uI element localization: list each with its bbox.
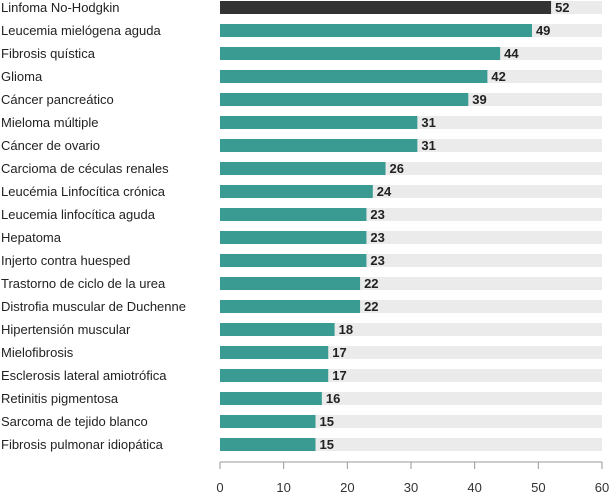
data-label: 15 bbox=[320, 437, 334, 452]
x-tick-label: 30 bbox=[404, 480, 418, 495]
bar-row: Sarcoma de tejido blanco 15 bbox=[1, 414, 602, 429]
bar bbox=[220, 185, 373, 198]
bar bbox=[220, 277, 361, 290]
bar-row: Retinitis pigmentosa 16 bbox=[1, 391, 602, 406]
bar-row: Carcioma de céculas renales 26 bbox=[1, 161, 602, 176]
bar bbox=[220, 254, 367, 267]
x-tick-label: 50 bbox=[531, 480, 545, 495]
bar-row: Mieloma múltiple 31 bbox=[1, 115, 602, 130]
category-label: Mieloma múltiple bbox=[1, 115, 99, 130]
data-label: 42 bbox=[491, 69, 505, 84]
bar bbox=[220, 392, 322, 405]
bar-row: Fibrosis pulmonar idiopática 15 bbox=[1, 437, 602, 452]
bar bbox=[220, 438, 316, 451]
bar bbox=[220, 300, 361, 313]
category-label: Hipertensión muscular bbox=[1, 322, 131, 337]
bar bbox=[220, 208, 367, 221]
category-label: Linfoma No-Hodgkin bbox=[1, 0, 120, 15]
data-label: 26 bbox=[390, 161, 404, 176]
data-label: 31 bbox=[421, 115, 435, 130]
category-label: Injerto contra huesped bbox=[1, 253, 130, 268]
category-label: Cáncer de ovario bbox=[1, 138, 100, 153]
category-label: Carcioma de céculas renales bbox=[1, 161, 169, 176]
category-label: Retinitis pigmentosa bbox=[1, 391, 119, 406]
category-label: Cáncer pancreático bbox=[1, 92, 114, 107]
bar bbox=[220, 323, 335, 336]
data-label: 52 bbox=[555, 0, 569, 15]
category-label: Leucemia mielógena aguda bbox=[1, 23, 161, 38]
data-label: 23 bbox=[370, 207, 384, 222]
bar-row: Distrofia muscular de Duchenne 22 bbox=[1, 299, 602, 314]
category-label: Esclerosis lateral amiotrófica bbox=[1, 368, 167, 383]
category-label: Glioma bbox=[1, 69, 43, 84]
category-label: Mielofibrosis bbox=[1, 345, 74, 360]
category-label: Distrofia muscular de Duchenne bbox=[1, 299, 186, 314]
bar bbox=[220, 346, 329, 359]
category-label: Fibrosis quística bbox=[1, 46, 96, 61]
category-label: Sarcoma de tejido blanco bbox=[1, 414, 148, 429]
bar bbox=[220, 47, 501, 60]
data-label: 22 bbox=[364, 299, 378, 314]
bar bbox=[220, 70, 488, 83]
data-label: 23 bbox=[370, 230, 384, 245]
x-axis: 0 10 20 30 40 50 60 bbox=[216, 461, 609, 495]
data-label: 44 bbox=[504, 46, 519, 61]
bar bbox=[220, 116, 418, 129]
data-label: 24 bbox=[377, 184, 392, 199]
bar-row: Linfoma No-Hodgkin 52 bbox=[1, 0, 602, 15]
bar bbox=[220, 93, 469, 106]
bar bbox=[220, 139, 418, 152]
bar-row: Glioma 42 bbox=[1, 69, 602, 84]
bar bbox=[220, 231, 367, 244]
category-label: Leucémia Linfocítica crónica bbox=[1, 184, 166, 199]
bar-row: Esclerosis lateral amiotrófica 17 bbox=[1, 368, 602, 383]
bar-row: Leucemia mielógena aguda 49 bbox=[1, 23, 602, 38]
bar bbox=[220, 162, 386, 175]
category-label: Leucemia linfocítica aguda bbox=[1, 207, 156, 222]
x-tick-label: 20 bbox=[340, 480, 354, 495]
bar-row: Cáncer pancreático 39 bbox=[1, 92, 602, 107]
bar-row: Leucemia linfocítica aguda 23 bbox=[1, 207, 602, 222]
category-label: Fibrosis pulmonar idiopática bbox=[1, 437, 164, 452]
bar-row: Leucémia Linfocítica crónica 24 bbox=[1, 184, 602, 199]
bar-row: Fibrosis quística 44 bbox=[1, 46, 602, 61]
bar bbox=[220, 24, 532, 37]
category-label: Hepatoma bbox=[1, 230, 62, 245]
data-label: 17 bbox=[332, 345, 346, 360]
bar bbox=[220, 415, 316, 428]
data-label: 16 bbox=[326, 391, 340, 406]
data-label: 31 bbox=[421, 138, 435, 153]
data-label: 22 bbox=[364, 276, 378, 291]
x-tick-label: 10 bbox=[276, 480, 290, 495]
bar-row: Trastorno de ciclo de la urea 22 bbox=[1, 276, 602, 291]
x-tick-label: 60 bbox=[595, 480, 609, 495]
data-label: 39 bbox=[472, 92, 486, 107]
data-label: 18 bbox=[339, 322, 353, 337]
bar bbox=[220, 369, 329, 382]
bar-row: Mielofibrosis 17 bbox=[1, 345, 602, 360]
bar-row: Hipertensión muscular 18 bbox=[1, 322, 602, 337]
bar-row: Injerto contra huesped 23 bbox=[1, 253, 602, 268]
bar-rows: Linfoma No-Hodgkin 52 Leucemia mielógena a… bbox=[1, 0, 602, 452]
data-label: 49 bbox=[536, 23, 550, 38]
highlighted-bar bbox=[220, 1, 552, 14]
bar-row: Cáncer de ovario 31 bbox=[1, 138, 602, 153]
x-tick-label: 0 bbox=[216, 480, 223, 495]
bar-row: Hepatoma 23 bbox=[1, 230, 602, 245]
category-label: Trastorno de ciclo de la urea bbox=[1, 276, 166, 291]
data-label: 15 bbox=[320, 414, 334, 429]
x-tick-label: 40 bbox=[467, 480, 481, 495]
data-label: 17 bbox=[332, 368, 346, 383]
data-label: 23 bbox=[370, 253, 384, 268]
